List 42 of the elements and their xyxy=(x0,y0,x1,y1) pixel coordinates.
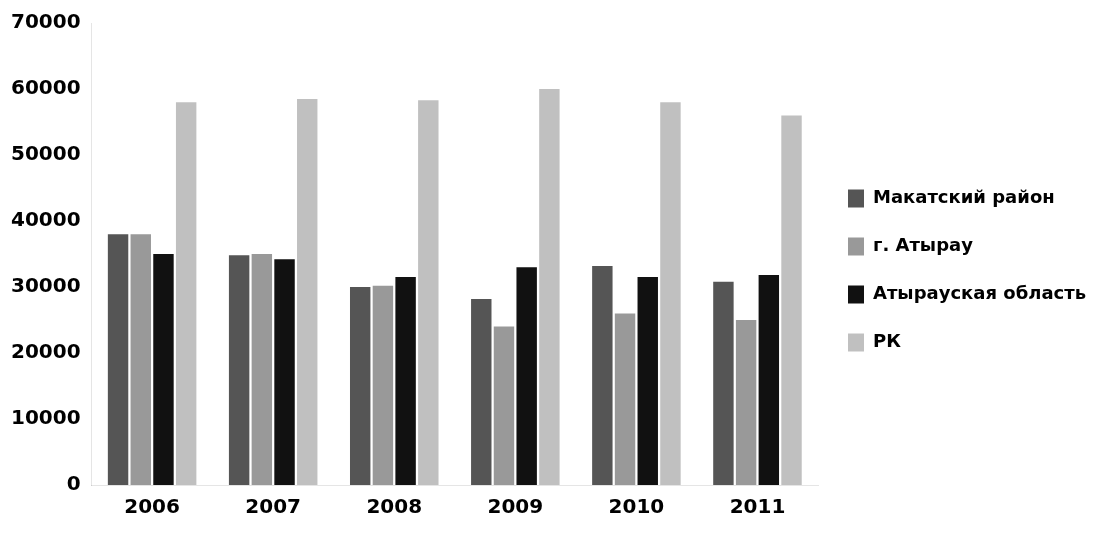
x-tick-label: 2009 xyxy=(487,494,544,519)
bar xyxy=(349,287,371,485)
bar xyxy=(228,255,250,485)
y-tick-label: 60000 xyxy=(10,75,81,100)
bar xyxy=(251,254,273,485)
bar xyxy=(735,320,757,485)
y-tick-label: 10000 xyxy=(10,405,81,430)
bar xyxy=(592,265,613,485)
bar xyxy=(297,98,318,485)
x-tick-label: 2007 xyxy=(245,494,302,519)
y-tick-label: 0 xyxy=(66,471,81,496)
bar xyxy=(153,254,174,485)
bar xyxy=(372,285,394,485)
bar xyxy=(660,102,681,485)
y-tick-label: 50000 xyxy=(10,141,81,166)
bar xyxy=(637,277,658,485)
x-tick-label: 2006 xyxy=(124,494,180,519)
bar xyxy=(175,102,197,485)
bar xyxy=(130,234,151,485)
bar xyxy=(516,267,537,485)
x-tick-label: 2011 xyxy=(729,494,786,519)
x-tick-label: 2010 xyxy=(608,494,665,519)
bar xyxy=(274,259,295,485)
bar xyxy=(781,115,802,485)
legend-label: Макатский район xyxy=(873,186,1055,208)
y-tick-label: 30000 xyxy=(10,273,81,298)
bar xyxy=(107,234,129,485)
y-tick-label: 40000 xyxy=(10,207,81,232)
bar xyxy=(539,89,560,485)
legend-label: Атырауская область xyxy=(873,282,1087,304)
bar xyxy=(614,313,636,485)
bar xyxy=(471,298,492,485)
y-tick-label: 20000 xyxy=(10,339,81,364)
x-tick-label: 2008 xyxy=(366,494,423,519)
legend-label: РК xyxy=(873,330,902,352)
bar xyxy=(493,326,515,485)
y-tick-label: 70000 xyxy=(10,9,81,34)
bar xyxy=(758,275,780,485)
bar xyxy=(418,100,439,485)
bar xyxy=(395,277,416,485)
bar xyxy=(713,281,734,485)
legend-label: г. Атырау xyxy=(873,234,974,256)
